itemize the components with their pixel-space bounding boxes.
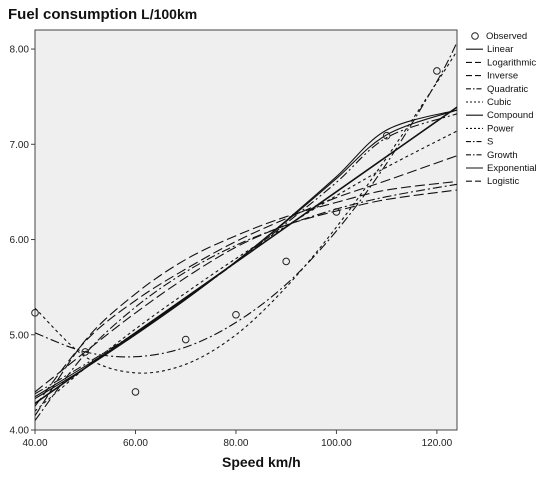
x-tick-label: 40.00 [22, 438, 47, 449]
series-line-logarithmic [35, 155, 457, 407]
observed-point [332, 208, 341, 216]
observed-point [131, 388, 140, 396]
series-line-quadratic [35, 42, 457, 358]
x-axis-label: Speed [222, 454, 265, 470]
legend-label-growth: Growth [487, 150, 518, 161]
legend-label-linear: Linear [487, 44, 513, 55]
legend-label-logarithmic: Logarithmic [487, 57, 536, 68]
chart-title-text: Fuel consumption [8, 6, 138, 23]
legend-label-quadratic: Quadratic [487, 84, 528, 95]
observed-point [81, 348, 90, 356]
chart-title-unit: L/100km [141, 6, 198, 22]
observed-point [31, 309, 39, 317]
series-line-cubic [35, 50, 457, 374]
series-line-growth [35, 113, 457, 395]
series-line-logistic [35, 189, 457, 393]
axis-ticks: 40.00 60.00 80.00 100.00 120.00 4.00 5.00 6.00 7… [10, 45, 453, 449]
y-tick-label: 7.00 [10, 140, 30, 151]
y-tick-label: 4.00 [10, 426, 30, 437]
observed-point [232, 310, 240, 319]
legend-label-exponential: Exponential [487, 163, 537, 174]
x-tick-label: 60.00 [123, 438, 148, 449]
legend-label-logistic: Logistic [487, 176, 519, 187]
observed-points [31, 67, 441, 396]
observed-point [181, 335, 190, 344]
fit-lines [35, 42, 457, 421]
chart-title: Fuel consumption L/100km [8, 6, 197, 23]
legend-label-observed: Observed [486, 31, 527, 42]
series-line-exponential [35, 109, 457, 400]
legend-label-s: S [487, 137, 493, 148]
x-tick-label: 80.00 [223, 438, 248, 449]
plot-area [34, 29, 458, 431]
legend-label-inverse: Inverse [487, 71, 518, 82]
x-tick-label: 100.00 [321, 438, 352, 449]
y-tick-label: 8.00 [10, 45, 30, 56]
observed-point [382, 131, 391, 140]
y-tick-label: 6.00 [10, 235, 30, 246]
x-axis-unit: km/h [268, 454, 301, 470]
observed-point [433, 67, 441, 75]
legend-marker-observed [471, 32, 479, 40]
observed-point [282, 257, 290, 266]
x-axis-title: Speed km/h [222, 454, 301, 470]
x-tick-label: 120.00 [422, 438, 453, 449]
series-line-power [35, 130, 457, 412]
legend: Observed Linear Logarithmic Inverse Quadrati… [466, 31, 537, 187]
series-line-inverse [35, 180, 457, 417]
legend-label-compound: Compound [487, 110, 533, 121]
y-tick-label: 5.00 [10, 330, 30, 341]
legend-label-power: Power [487, 123, 514, 134]
legend-label-cubic: Cubic [487, 97, 512, 108]
